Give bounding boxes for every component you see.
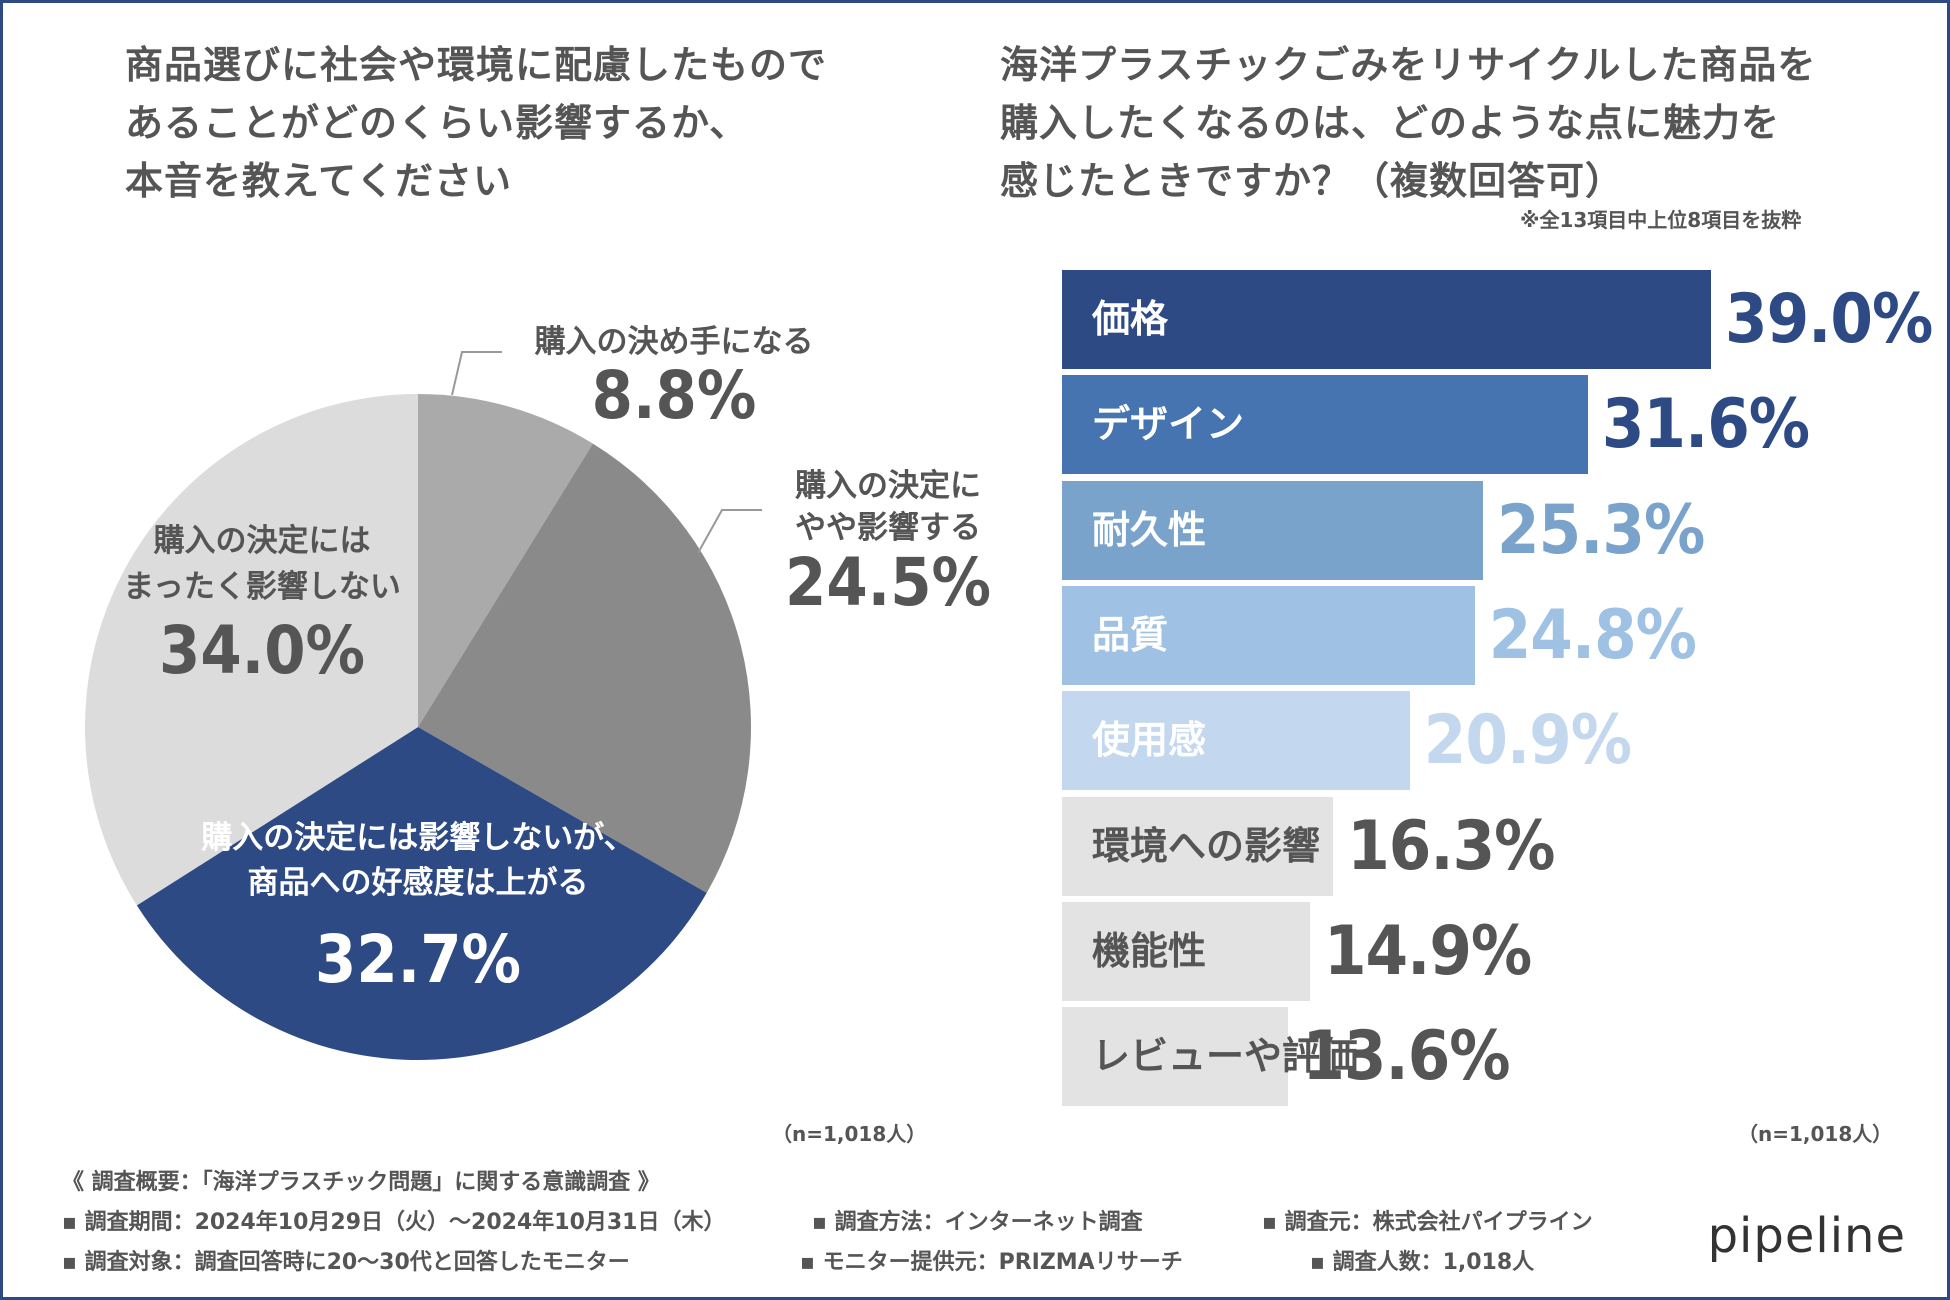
bar-title-line-3: 感じたときですか？（複数回答可）: [1000, 159, 1625, 203]
pie-label-1-line-1: やや影響する: [795, 510, 981, 546]
pie-label-3-line-1: まったく影響しない: [123, 569, 401, 605]
pie-value-1: 24.5%: [785, 544, 991, 621]
pie-title-line-2: あることがどのくらい影響するか、: [125, 101, 749, 145]
leader-line-0: [451, 351, 502, 396]
pie-chart-title: 商品選びに社会や環境に配慮したもので あることがどのくらい影響するか、 本音を教…: [125, 36, 827, 210]
pie-slice-1: [418, 443, 752, 893]
bar-label-7: レビューや評価: [1092, 1034, 1359, 1079]
bar-label-1: デザイン: [1092, 402, 1245, 447]
bar-7: [1062, 1007, 1289, 1107]
bar-value-5: 16.3%: [1347, 806, 1555, 886]
bar-chart-title: 海洋プラスチックごみをリサイクルした商品を 購入したくなるのは、どのような点に魅…: [1000, 36, 1816, 210]
bar-0: [1062, 270, 1711, 369]
pie-label-3-line-0: 購入の決定には: [154, 523, 371, 559]
bar-label-6: 機能性: [1092, 928, 1207, 973]
bar-value-4: 20.9%: [1423, 701, 1632, 781]
pie-sample-size: （n=1,018人）: [772, 1122, 927, 1146]
survey-period: ▪ 調査期間：2024年10月29日（火）～2024年10月31日（木）: [62, 1210, 726, 1235]
pie-label-2-line-0: 購入の決定には影響しないが、: [201, 820, 634, 856]
bar-sample-size: （n=1,018人）: [1738, 1122, 1893, 1146]
pie-label-1-line-0: 購入の決定に: [795, 468, 981, 504]
pie-value-2: 32.7%: [315, 921, 521, 998]
survey-source: ▪ 調査元：株式会社パイプライン: [1262, 1210, 1593, 1235]
bar-5: [1062, 796, 1334, 896]
bar-3: [1062, 585, 1475, 685]
bar-value-7: 13.6%: [1302, 1017, 1510, 1097]
pie-label-0-line-0: 購入の決め手になる: [535, 324, 814, 360]
bar-chart: 価格 39.0% デザイン 31.6% 耐久性 25.3% 品質 24.8% 使用感 20.9% 環…: [1062, 270, 1933, 1107]
bar-title-line-2: 購入したくなるのは、どのような点に魅力を: [1000, 101, 1781, 145]
pie-title-line-3: 本音を教えてください: [125, 159, 512, 203]
pie-value-0: 8.8%: [592, 357, 757, 434]
bar-label-2: 耐久性: [1092, 507, 1207, 552]
survey-count: ▪ 調査人数：1,018人: [1310, 1250, 1535, 1275]
survey-panel: ▪ モニター提供元：PRIZMAリサーチ: [800, 1250, 1183, 1275]
survey-summary-title: 《 調査概要：「海洋プラスチック問題」に関する意識調査 》: [62, 1170, 660, 1195]
bar-6: [1062, 901, 1310, 1001]
pie-slice-3: [85, 394, 418, 906]
bar-value-2: 25.3%: [1497, 490, 1705, 570]
pipeline-logo: pipeline: [1707, 1208, 1906, 1264]
bar-label-4: 使用感: [1092, 718, 1207, 763]
bar-title-line-1: 海洋プラスチックごみをリサイクルした商品を: [1000, 43, 1817, 87]
bar-label-5: 環境への影響: [1092, 823, 1321, 868]
leader-line-1: [697, 509, 762, 554]
pie-label-2-line-1: 商品への好感度は上がる: [248, 865, 589, 901]
bar-label-3: 品質: [1092, 612, 1169, 657]
bar-value-6: 14.9%: [1323, 911, 1532, 991]
pie-title-line-1: 商品選びに社会や環境に配慮したもので: [125, 43, 828, 87]
bar-chart-note: ※全13項目中上位8項目を抜粋: [1520, 208, 1802, 232]
pie-slice-0: [418, 394, 593, 727]
pie-value-3: 34.0%: [159, 612, 365, 689]
bar-value-0: 39.0%: [1725, 280, 1933, 359]
bar-4: [1062, 691, 1410, 791]
bar-1: [1062, 375, 1588, 475]
bar-label-0: 価格: [1092, 297, 1169, 341]
bar-2: [1062, 480, 1484, 580]
survey-method: ▪ 調査方法：インターネット調査: [812, 1210, 1143, 1235]
survey-target: ▪ 調査対象：調査回答時に20～30代と回答したモニター: [62, 1250, 630, 1275]
bar-value-1: 31.6%: [1601, 385, 1810, 465]
pie-slice-2: [136, 727, 707, 1060]
bar-value-3: 24.8%: [1488, 595, 1697, 675]
